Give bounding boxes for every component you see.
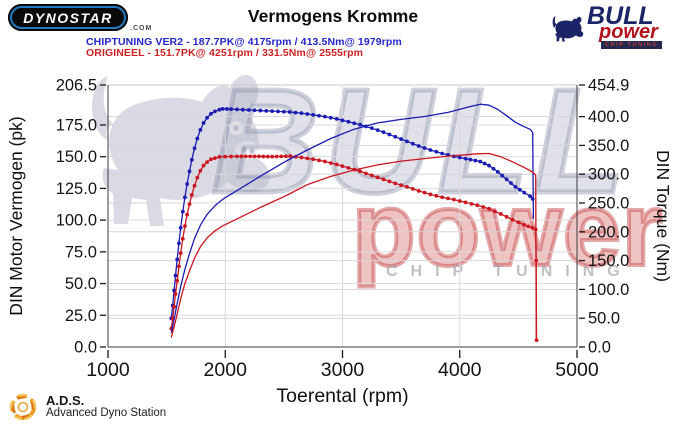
chiptuning-torque-curve [170, 108, 534, 319]
svg-text:400.0: 400.0 [588, 108, 629, 126]
svg-text:0.0: 0.0 [588, 339, 611, 357]
bullpower-word-power: power [599, 21, 658, 43]
svg-text:250.0: 250.0 [588, 195, 629, 213]
origineel-result-line: ORIGINEEL - 151.7PK@ 4251rpm / 331.5Nm@ … [86, 47, 364, 59]
bullpower-logo: BULL power CHIP TUNING [549, 2, 673, 50]
svg-text:206.5: 206.5 [56, 77, 97, 95]
page-title: Vermogens Kromme [247, 6, 419, 26]
bullpower-word-chiptuning: CHIP TUNING [601, 41, 663, 49]
svg-text:DIN Motor Vermogen (pk): DIN Motor Vermogen (pk) [6, 116, 26, 315]
bull-silhouette-icon [91, 74, 270, 226]
svg-text:100.0: 100.0 [588, 281, 629, 299]
svg-text:150.0: 150.0 [588, 252, 629, 270]
svg-text:50.0: 50.0 [65, 275, 97, 293]
watermark-bull-text: BULL [210, 59, 631, 224]
svg-text:300.0: 300.0 [588, 166, 629, 184]
svg-text:25.0: 25.0 [65, 307, 97, 325]
dynostar-logo-text: DYNOSTAR [23, 9, 113, 26]
svg-text:1000: 1000 [86, 359, 130, 381]
svg-text:Toerental (rpm): Toerental (rpm) [276, 385, 408, 407]
svg-text:350.0: 350.0 [588, 137, 629, 155]
svg-text:5000: 5000 [555, 359, 599, 381]
svg-text:4000: 4000 [438, 359, 482, 381]
bullpower-word-bull: BULL [587, 2, 654, 30]
svg-text:2000: 2000 [204, 359, 248, 381]
origineel-torque-curve [170, 155, 538, 341]
origineel-power-curve [170, 152, 537, 342]
ads-full-name: Advanced Dyno Station [46, 407, 167, 419]
dynostar-logo: DYNOSTAR [8, 4, 128, 31]
chiptuning-result-line: CHIPTUNING VER2 - 187.7PK@ 4175rpm / 413… [86, 36, 402, 48]
svg-text:175.0: 175.0 [56, 116, 97, 134]
bullpower-bull-icon [552, 16, 584, 42]
svg-text:200.0: 200.0 [588, 223, 629, 241]
svg-text:125.0: 125.0 [56, 180, 97, 198]
watermark-chip-tuning-text: CHIP TUNING [386, 263, 633, 280]
svg-text:3000: 3000 [321, 359, 365, 381]
chiptuning-power-curve [170, 103, 535, 334]
watermark-power-text: power [350, 172, 664, 288]
ads-abbreviation: A.D.S. [46, 393, 85, 408]
svg-text:100.0: 100.0 [56, 212, 97, 230]
dynostar-logo-suffix: .COM [130, 25, 153, 32]
svg-text:75.0: 75.0 [65, 243, 97, 261]
svg-text:150.0: 150.0 [56, 148, 97, 166]
svg-text:454.9: 454.9 [588, 77, 629, 95]
svg-text:DIN Torque (Nm): DIN Torque (Nm) [653, 150, 673, 282]
svg-text:50.0: 50.0 [588, 310, 620, 328]
origineel-torque-dots [169, 154, 539, 342]
svg-text:0.0: 0.0 [74, 339, 97, 357]
chiptuning-torque-dots [169, 106, 535, 321]
